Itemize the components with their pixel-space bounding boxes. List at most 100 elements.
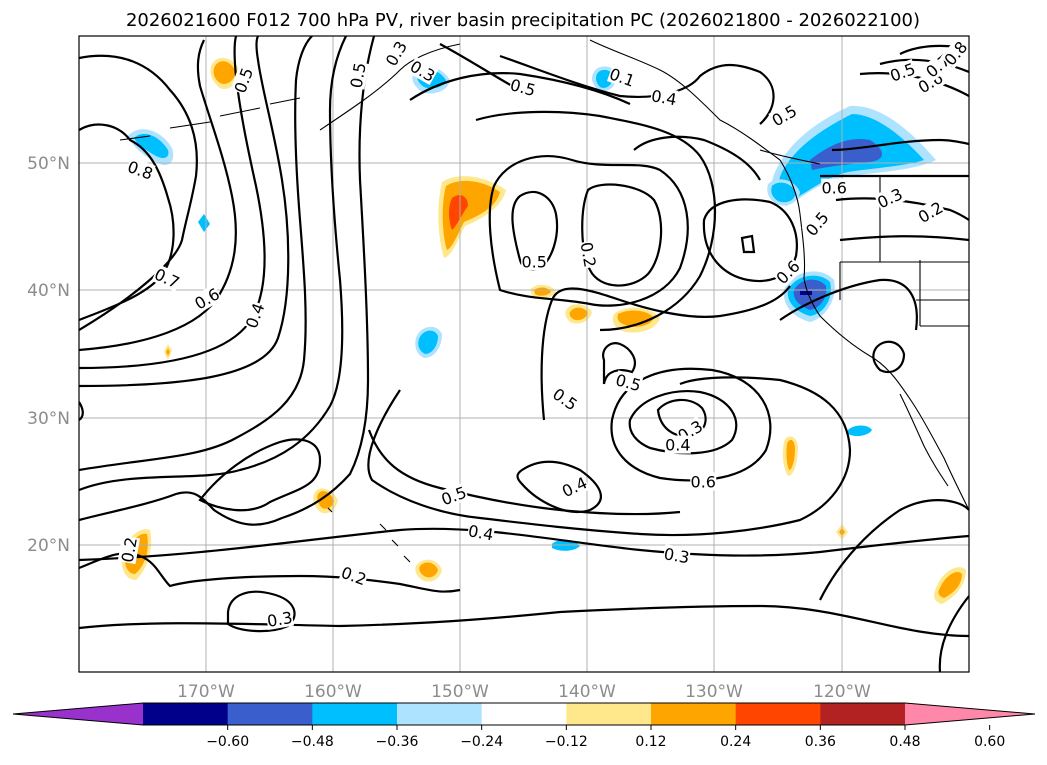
colorbar-segment — [651, 703, 737, 725]
contour-label-bg — [381, 37, 411, 70]
contour-label-bg — [662, 544, 692, 567]
pv-contour — [198, 438, 322, 512]
colorbar-tick-label: 0.60 — [974, 734, 1005, 750]
contour-label-bg — [940, 37, 969, 69]
pv-contour — [602, 342, 636, 385]
y-tick-label: 40°N — [27, 281, 70, 301]
contour-label-bg — [125, 156, 156, 183]
pv-contour — [79, 36, 290, 388]
contour-label-bg — [151, 264, 183, 292]
chart-title: 2026021600 F012 700 hPa PV, river basin … — [126, 10, 920, 31]
colorbar-extend-low — [13, 703, 143, 725]
colorbar-tick-label: 0.48 — [889, 734, 920, 750]
contour-label-bg — [191, 284, 223, 313]
colorbar-segment — [566, 703, 652, 725]
y-axis-ticks: 20°N 30°N 40°N 50°N — [27, 154, 70, 556]
contour-label-bg — [874, 184, 906, 212]
negative-anomaly-region — [771, 182, 796, 203]
x-axis-ticks: 170°W 160°W 150°W 140°W 130°W 120°W — [177, 682, 871, 702]
alaska-coastline — [319, 39, 781, 161]
y-tick-label: 20°N — [27, 536, 70, 556]
positive-anomaly-region — [419, 562, 438, 578]
colorbar-segment — [481, 703, 567, 725]
pv-contour — [779, 138, 969, 331]
positive-anomaly-region — [317, 491, 334, 509]
canada-border — [759, 149, 821, 165]
negative-anomaly-region — [418, 330, 438, 354]
contour-label-bg — [549, 384, 582, 414]
negative-anomaly-region — [134, 134, 169, 158]
pv-contour — [656, 398, 707, 438]
x-tick-label: 120°W — [813, 682, 871, 702]
pv-contour — [628, 390, 738, 455]
contour-label-bg — [801, 207, 833, 240]
contour-label-bg — [407, 56, 439, 86]
negative-anomaly-region — [848, 425, 872, 437]
colorbar: −0.60 −0.48 −0.36 −0.24 −0.12 0.12 0.24 0.36 0.4… — [12, 702, 1036, 750]
colorbar-extend-high — [905, 703, 1035, 725]
state-border — [839, 176, 969, 327]
colorbar-tick-label: 0.24 — [720, 734, 751, 750]
x-tick-label: 140°W — [558, 682, 616, 702]
pv-contour — [79, 39, 237, 352]
colorbar-tick-label: −0.24 — [460, 734, 503, 750]
pv-contour — [516, 460, 602, 514]
contour-label-bg — [265, 607, 295, 630]
positive-anomaly-region — [449, 195, 468, 230]
contour-label: 0.2 — [576, 241, 599, 269]
contour-label: 0.6 — [822, 179, 847, 198]
contour-label-bg — [230, 64, 257, 96]
contour-label-bg — [914, 197, 947, 227]
contour-label-bg — [613, 370, 644, 395]
contour-label: 0.5 — [347, 61, 370, 89]
map-frame — [78, 35, 970, 673]
negative-anomaly-region — [198, 214, 210, 232]
contour-label-bg — [438, 482, 470, 509]
contour-label: 0.4 — [650, 86, 678, 109]
contour-label-bg — [690, 472, 717, 491]
pv-contour — [488, 155, 689, 307]
contour-label-bg — [649, 86, 679, 109]
colorbar-tick-label: −0.36 — [376, 734, 419, 750]
contour-label-bg — [664, 435, 691, 454]
x-tick-label: 160°W — [304, 682, 362, 702]
pv-contour — [610, 367, 772, 482]
contour-label: 0.6 — [691, 472, 716, 491]
contour-label-bg — [768, 100, 800, 130]
contour-label: 0.2 — [118, 536, 141, 564]
contour-label: 0.5 — [521, 252, 546, 271]
pv-contour — [79, 527, 969, 562]
contour-label-bg — [117, 535, 140, 565]
contour-label-bg — [887, 59, 918, 85]
contour-label-bg — [577, 240, 600, 269]
pv-contour — [79, 552, 461, 593]
colorbar-tick-label: −0.60 — [206, 734, 249, 750]
pv-contour — [367, 376, 852, 537]
colorbar-segment — [397, 703, 483, 725]
positive-anomaly-region — [938, 571, 962, 598]
pv-contour — [475, 110, 717, 332]
contour-label-bg — [338, 562, 370, 589]
baja-california — [899, 393, 949, 487]
contour-label-bg — [821, 178, 848, 197]
north-america-coastline — [779, 159, 969, 509]
colorbar-segment — [143, 703, 229, 725]
pv-contour — [409, 72, 631, 105]
contour-label-bg — [466, 521, 496, 544]
pv-contour — [79, 36, 313, 472]
x-tick-label: 130°W — [685, 682, 743, 702]
colorbar-segment — [735, 703, 821, 725]
contour-label-bg — [772, 256, 804, 288]
positive-anomaly-region — [569, 307, 588, 321]
pv-contour — [872, 340, 906, 374]
y-tick-label: 30°N — [27, 409, 70, 429]
map-area: 0.80.70.60.40.20.30.20.50.40.30.5 0.40.50… — [78, 35, 970, 673]
x-tick-label: 150°W — [431, 682, 489, 702]
colorbar-tick-label: 0.36 — [805, 734, 836, 750]
pv-contour — [819, 499, 969, 672]
pv-contour — [79, 36, 376, 526]
x-tick-label: 170°W — [177, 682, 235, 702]
pv-contour — [633, 135, 761, 181]
hawaii — [327, 507, 411, 563]
